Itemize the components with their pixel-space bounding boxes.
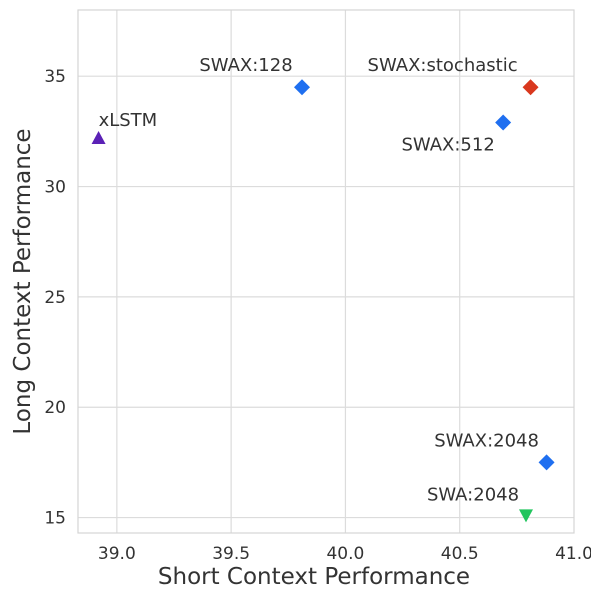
- x-axis-title: Short Context Performance: [158, 564, 470, 590]
- point-label: SWAX:128: [199, 55, 292, 76]
- x-tick-label: 40.0: [326, 544, 364, 564]
- data-point-swax-2048: [538, 454, 555, 471]
- data-point-swax-512: [495, 114, 512, 131]
- point-label: SWAX:2048: [434, 430, 539, 451]
- data-point-swax-stochastic: [522, 79, 539, 96]
- y-tick-label: 15: [44, 509, 66, 529]
- x-tick-label: 41.0: [555, 544, 591, 564]
- point-label: xLSTM: [99, 110, 158, 131]
- x-tick-label: 40.5: [441, 544, 479, 564]
- point-label: SWAX:stochastic: [368, 55, 518, 76]
- data-point-xlstm: [91, 130, 106, 144]
- grid: [78, 10, 574, 533]
- y-tick-label: 20: [44, 398, 66, 418]
- x-tick-label: 39.0: [98, 544, 136, 564]
- y-tick-label: 35: [44, 67, 66, 87]
- tick-labels: 39.0 39.5 40.0 40.5 41.0 15 20 25 30 35: [44, 67, 591, 564]
- y-tick-label: 25: [44, 288, 66, 308]
- point-label: SWAX:512: [401, 135, 494, 156]
- data-point-swax-128: [294, 79, 310, 96]
- point-labels: xLSTM SWAX:128 SWAX:stochastic SWAX:512 SWAX…: [99, 55, 539, 505]
- point-label: SWA:2048: [427, 484, 519, 505]
- y-tick-label: 30: [44, 178, 66, 198]
- plot-frame: [77, 9, 575, 534]
- data-point-swa-2048: [519, 509, 533, 523]
- y-axis-title: Long Context Performance: [10, 128, 36, 434]
- x-tick-label: 39.5: [212, 544, 250, 564]
- data-points: [91, 79, 555, 523]
